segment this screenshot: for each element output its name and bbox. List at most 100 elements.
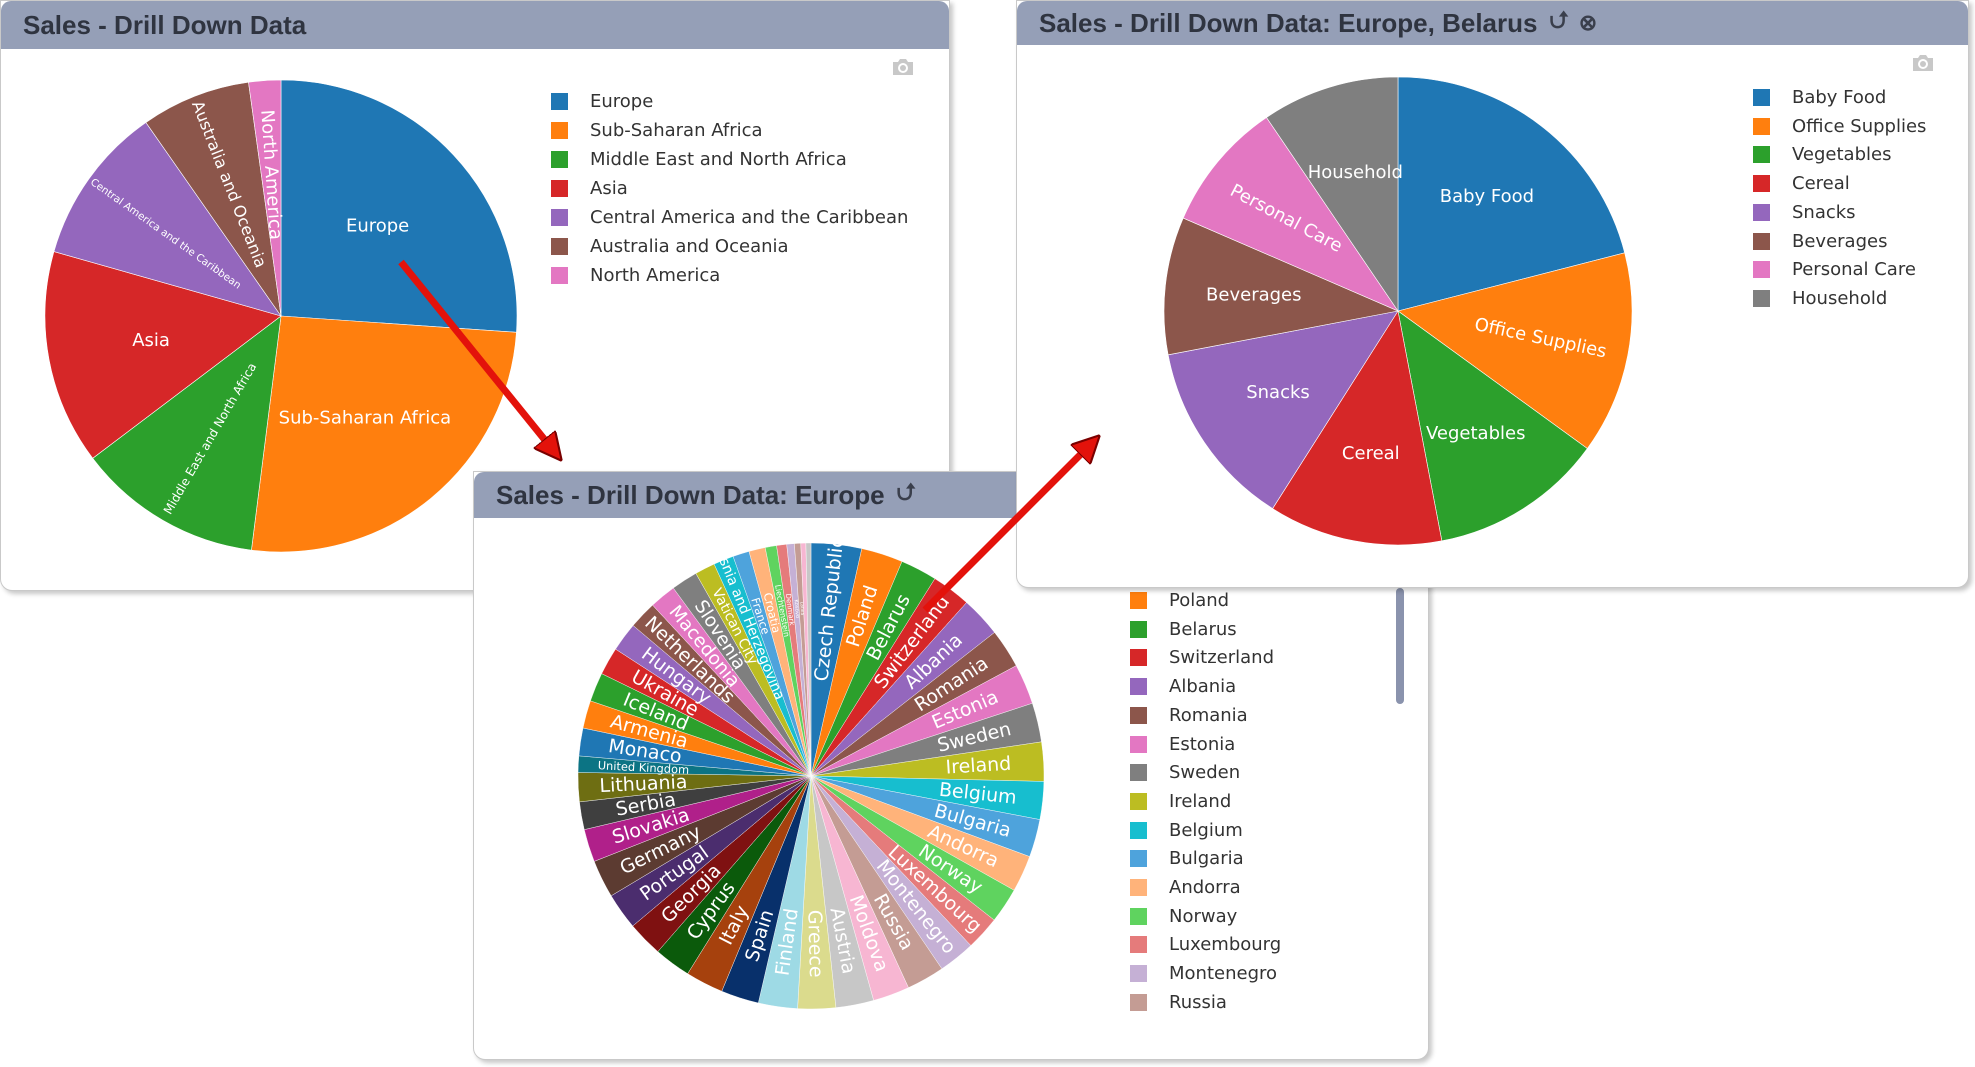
panel-regions: Sales - Drill Down Data Europe Sub-Sahara… (0, 0, 950, 591)
close-circle-icon[interactable]: ⊗ (1578, 10, 1598, 35)
pie-slice-san-marino[interactable] (805, 542, 812, 777)
legend-scrollbar[interactable] (1396, 588, 1404, 704)
panel-belarus: Sales - Drill Down Data: Europe, Belarus… (1016, 0, 1969, 588)
pie-slice-australia-and-oceania[interactable] (145, 81, 282, 317)
pie-slice-asia[interactable] (44, 251, 282, 459)
legend-item-central-america-and-the-caribbean[interactable]: Central America and the Caribbean (551, 207, 908, 228)
legend-label: Central America and the Caribbean (590, 207, 909, 228)
slice-label-household: Household (1308, 162, 1403, 183)
legend-label: Estonia (1169, 733, 1236, 755)
legend-item-andorra[interactable]: Andorra (1130, 877, 1241, 898)
legend-label: Middle East and North Africa (590, 149, 847, 170)
legend-item-north-america[interactable]: North America (551, 265, 720, 286)
legend-item-australia-and-oceania[interactable]: Australia and Oceania (551, 236, 789, 257)
legend-swatch (1753, 289, 1770, 307)
legend-item-cereal[interactable]: Cereal (1753, 173, 1850, 194)
legend-swatch (1130, 620, 1147, 638)
legend-item-estonia[interactable]: Estonia (1130, 734, 1235, 755)
pie-slice-middle-east-and-north-africa[interactable] (92, 315, 282, 551)
slice-label-europe: Europe (346, 215, 409, 236)
legend-item-luxembourg[interactable]: Luxembourg (1130, 934, 1281, 955)
slice-label-cereal: Cereal (1342, 443, 1400, 464)
legend-label: Montenegro (1169, 963, 1278, 985)
legend-swatch (1130, 821, 1147, 839)
legend-item-poland[interactable]: Poland (1130, 590, 1229, 611)
camera-icon[interactable] (1910, 53, 1936, 73)
pie-slice-europe[interactable] (280, 79, 518, 333)
slice-label-baby-food: Baby Food (1440, 186, 1534, 207)
pie-slice-north-america[interactable] (248, 79, 282, 317)
legend-item-personal-care[interactable]: Personal Care (1753, 259, 1916, 280)
legend-item-russia[interactable]: Russia (1130, 992, 1227, 1013)
legend-item-romania[interactable]: Romania (1130, 705, 1248, 726)
pie-slice-beverages[interactable] (1163, 217, 1400, 356)
slice-label-greece: Greece (803, 910, 827, 978)
slice-label-sub-saharan-africa: Sub-Saharan Africa (279, 408, 452, 429)
legend-swatch (1130, 792, 1147, 810)
legend-label: Belgium (1169, 819, 1243, 841)
legend-item-sweden[interactable]: Sweden (1130, 762, 1240, 783)
legend-item-norway[interactable]: Norway (1130, 906, 1237, 927)
panel-title: Sales - Drill Down Data: Europe (496, 479, 885, 510)
legend-swatch (1753, 261, 1770, 279)
legend-swatch (1130, 965, 1147, 983)
pie-slice-household[interactable] (1266, 76, 1399, 312)
pie-slice-personal-care[interactable] (1182, 117, 1399, 312)
legend-swatch (551, 238, 568, 255)
pie-slice-office-supplies[interactable] (1397, 252, 1633, 449)
legend-item-household[interactable]: Household (1753, 288, 1887, 309)
pie-slice-cereal[interactable] (1272, 310, 1443, 546)
legend-item-albania[interactable]: Albania (1130, 676, 1236, 697)
slice-label-snacks: Snacks (1246, 382, 1310, 403)
legend-item-montenegro[interactable]: Montenegro (1130, 963, 1277, 984)
legend-item-vegetables[interactable]: Vegetables (1753, 144, 1891, 165)
legend-item-sub-saharan-africa[interactable]: Sub-Saharan Africa (551, 120, 763, 141)
legend-swatch (1130, 735, 1147, 753)
panel-title: Sales - Drill Down Data (23, 9, 307, 40)
legend-label: Australia and Oceania (590, 236, 789, 257)
legend-label: Switzerland (1169, 647, 1274, 669)
legend-item-ireland[interactable]: Ireland (1130, 791, 1231, 812)
pie-slice-snacks[interactable] (1167, 310, 1399, 509)
legend-label: Household (1792, 287, 1888, 309)
legend-item-office-supplies[interactable]: Office Supplies (1753, 116, 1926, 137)
legend-label: Poland (1169, 590, 1230, 611)
legend-label: Albania (1169, 676, 1237, 698)
legend-swatch (1753, 232, 1770, 250)
legend-label: Andorra (1169, 877, 1241, 898)
legend-item-belarus[interactable]: Belarus (1130, 619, 1237, 640)
panel-europe: Sales - Drill Down Data: Europe ⮍ Czech … (473, 471, 1429, 1060)
slice-label-ireland: Ireland (945, 753, 1012, 779)
legend-item-snacks[interactable]: Snacks (1753, 202, 1856, 223)
legend-label: Ireland (1169, 790, 1232, 812)
legend-label: Norway (1169, 905, 1238, 927)
camera-icon[interactable] (890, 57, 916, 77)
legend-label: Beverages (1792, 230, 1888, 252)
legend-item-asia[interactable]: Asia (551, 178, 628, 199)
legend-swatch (551, 151, 568, 168)
legend-swatch (1753, 117, 1770, 135)
legend-item-europe[interactable]: Europe (551, 91, 653, 112)
legend-swatch (1130, 879, 1147, 896)
drill-up-icon[interactable]: ⮍ (1549, 6, 1569, 34)
legend-item-middle-east-and-north-africa[interactable]: Middle East and North Africa (551, 149, 847, 170)
legend-item-beverages[interactable]: Beverages (1753, 231, 1887, 252)
drill-up-icon[interactable]: ⮍ (896, 478, 916, 506)
legend-label: Sub-Saharan Africa (590, 120, 763, 141)
legend-label: Snacks (1792, 201, 1856, 223)
legend-swatch (1130, 850, 1147, 868)
legend-swatch (1130, 936, 1147, 954)
legend-label: Sweden (1169, 762, 1241, 784)
legend-item-switzerland[interactable]: Switzerland (1130, 647, 1274, 668)
pie-slice-baby-food[interactable] (1397, 76, 1626, 312)
pie-slice-central-america-and-the-caribbean[interactable] (53, 122, 282, 317)
pie-slice-vegetables[interactable] (1397, 310, 1588, 542)
legend-item-belgium[interactable]: Belgium (1130, 820, 1243, 841)
legend-item-bulgaria[interactable]: Bulgaria (1130, 848, 1244, 869)
legend-swatch (551, 93, 568, 110)
slice-label-beverages: Beverages (1206, 285, 1301, 306)
legend-label: Romania (1169, 704, 1248, 726)
legend-item-baby-food[interactable]: Baby Food (1753, 87, 1886, 108)
legend-swatch (1130, 706, 1147, 724)
legend-swatch (1130, 592, 1147, 609)
